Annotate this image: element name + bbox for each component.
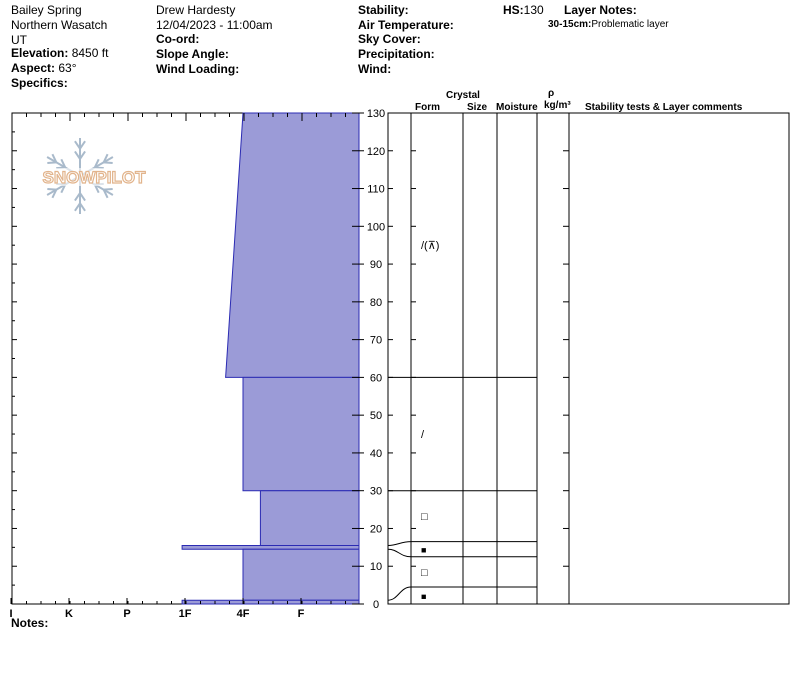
depth-axis: 0 10 20 30 40 50 60 70 80 90 100 110 120 130	[12, 108, 385, 611]
layer-note-text: Problematic layer	[591, 19, 669, 30]
depth-tick-label: 70	[370, 335, 382, 347]
elevation-label: Elevation:	[11, 46, 69, 60]
state-name: UT	[11, 33, 27, 47]
snowflake-branch	[74, 150, 81, 160]
precipitation-label: Precipitation:	[358, 47, 435, 61]
snowflake-branch	[79, 140, 86, 150]
air-temperature-label: Air Temperature:	[358, 18, 454, 32]
hardness-layer	[225, 112, 360, 378]
hardness-tick-label: F	[298, 608, 305, 620]
density-unit-header: kg/m³	[544, 100, 571, 111]
hardness-axis: I K P 1F 4F F	[9, 113, 346, 620]
sky-cover-label: Sky Cover:	[358, 32, 421, 46]
hs-label: HS:	[503, 3, 524, 17]
location-name: Bailey Spring	[11, 3, 82, 17]
depth-tick-label: 40	[370, 448, 382, 460]
snowflake-branch	[47, 187, 57, 191]
crystal-form-symbol: □	[421, 567, 428, 579]
depth-tick-label: 80	[370, 297, 382, 309]
size-header: Size	[467, 102, 488, 113]
wind-label: Wind:	[358, 62, 392, 76]
specifics-label: Specifics:	[11, 76, 68, 90]
snowflake-branch	[79, 150, 86, 160]
hardness-tick-label: K	[65, 608, 73, 620]
depth-tick-label: 30	[370, 486, 382, 498]
observation-datetime: 12/04/2023 - 11:00am	[156, 18, 273, 32]
snowflake-branch	[51, 189, 58, 199]
stability-label: Stability:	[358, 3, 409, 17]
hardness-tick-label: P	[123, 608, 130, 620]
snowflake-branch	[51, 153, 58, 163]
snowflake-branch	[103, 187, 113, 191]
hardness-layer	[259, 490, 360, 546]
crystal-header: Crystal	[446, 90, 480, 101]
observer-name: Drew Hardesty	[156, 3, 236, 17]
crystal-form-symbol: /	[421, 429, 425, 441]
aspect-label: Aspect:	[11, 61, 56, 75]
depth-tick-label: 60	[370, 372, 382, 384]
depth-tick-label: 110	[367, 184, 385, 196]
hs-value: 130	[523, 3, 544, 17]
comments-header: Stability tests & Layer comments	[585, 102, 743, 113]
aspect-value: 63°	[58, 61, 77, 75]
snowpilot-logo: SNOWPILOT	[33, 138, 155, 214]
form-header: Form	[415, 102, 440, 113]
snowflake-branch	[79, 192, 86, 202]
layer-note: 30-15cm:Problematic layer	[548, 18, 669, 32]
density-rho-header: ρ	[548, 88, 555, 99]
crystal-form-symbol: □	[421, 511, 428, 523]
layer-connector	[387, 541, 412, 546]
snowflake-branch	[74, 192, 81, 202]
notes-label: Notes:	[11, 616, 49, 630]
hs-row: HS:130	[503, 3, 544, 17]
crystal-form-symbol: ■	[421, 545, 426, 555]
wind-loading-label: Wind Loading:	[156, 62, 240, 76]
layer-connector	[387, 548, 412, 558]
coord-label: Co-ord:	[156, 32, 200, 46]
hardness-layer	[242, 376, 360, 492]
hardness-layer	[181, 599, 360, 605]
snowflake-branch	[102, 189, 109, 199]
depth-tick-label: 0	[373, 599, 379, 611]
range-name: Northern Wasatch	[11, 18, 108, 32]
logo-text: SNOWPILOT	[43, 168, 147, 187]
depth-tick-label: 90	[370, 259, 382, 271]
logo-backdrop	[33, 168, 155, 186]
snowflake-branch	[102, 153, 109, 163]
moisture-header: Moisture	[496, 102, 538, 113]
crystal-table-frame	[387, 112, 790, 605]
hardness-layer	[242, 548, 360, 601]
crystal-form-symbol: /(⊼)	[421, 240, 439, 252]
snowflake-branch	[60, 158, 67, 168]
table-depth-ticks	[388, 112, 569, 605]
snowflake-branch	[74, 140, 81, 150]
depth-tick-label: 100	[367, 221, 385, 233]
hardness-tick-label: 4F	[237, 608, 250, 620]
snowflake-branch	[47, 161, 57, 165]
depth-tick-label: 10	[370, 561, 382, 573]
depth-tick-label: 120	[367, 146, 385, 158]
elevation-value: 8450 ft	[71, 46, 109, 60]
aspect-row: Aspect: 63°	[11, 61, 77, 75]
hardness-tick-label: 1F	[179, 608, 192, 620]
snowflake-branch	[74, 202, 81, 212]
layer-notes-label: Layer Notes:	[564, 3, 637, 17]
elevation-row: Elevation: 8450 ft	[11, 46, 108, 60]
snowflake-branch	[103, 161, 113, 165]
layer-connector	[387, 586, 412, 601]
hardness-profile-layers	[181, 112, 360, 605]
crystal-form-symbol: ■	[421, 592, 426, 602]
slope-angle-label: Slope Angle:	[156, 47, 229, 61]
depth-tick-label: 130	[367, 108, 385, 120]
snowflake-branch	[93, 158, 100, 168]
hardness-layer	[181, 544, 360, 550]
depth-tick-label: 50	[370, 410, 382, 422]
snowflake-branch	[79, 202, 86, 212]
depth-tick-label: 20	[370, 523, 382, 535]
hardness-tick-label: I	[9, 608, 12, 620]
layer-note-range: 30-15cm:	[548, 19, 592, 30]
